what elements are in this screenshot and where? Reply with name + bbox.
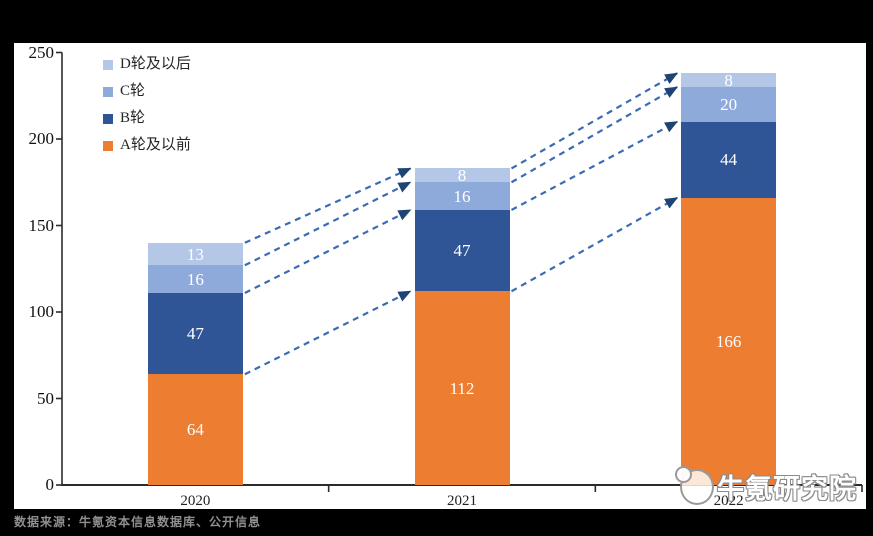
connector-arrow xyxy=(510,120,679,211)
y-tick-label: 150 xyxy=(28,215,55,235)
bar-segment-2021-D轮及以后: 8 xyxy=(414,165,510,185)
y-tick-label: 250 xyxy=(28,42,55,62)
source-note: 数据来源：牛氪资本信息数据库、公开信息 xyxy=(14,515,262,529)
chart-legend: D轮及以后 C轮 B轮 A轮及以前 xyxy=(103,51,191,159)
connector-arrow xyxy=(510,86,679,184)
bar-segment-2021-C轮: 16 xyxy=(414,182,510,210)
legend-item-A轮及以前: A轮及以前 xyxy=(103,132,191,159)
bar-segment-2020-A轮及以前: 64 xyxy=(147,374,243,485)
segment-value-label: 16 xyxy=(186,269,204,289)
legend-item-B轮: B轮 xyxy=(103,105,191,132)
bar-segment-2022-C轮: 20 xyxy=(681,87,777,122)
segment-value-label: 8 xyxy=(724,70,733,90)
x-tick-label-2022: 2022 xyxy=(713,493,744,509)
y-tick-label: 100 xyxy=(28,302,55,321)
bar-segment-2022-A轮及以前: 166 xyxy=(681,197,777,485)
bar-segment-2020-B轮: 47 xyxy=(147,292,243,375)
y-tick-label: 50 xyxy=(37,388,54,408)
legend-label: C轮 xyxy=(120,83,146,99)
legend-item-C轮: C轮 xyxy=(103,78,191,105)
legend-swatch-icon xyxy=(103,140,113,151)
connector-arrow xyxy=(244,208,412,294)
legend-swatch-icon xyxy=(103,113,113,124)
legend-swatch-icon xyxy=(103,59,113,70)
bar-segment-2021-A轮及以前: 112 xyxy=(414,291,510,485)
segment-value-label: 13 xyxy=(186,244,204,264)
connector-arrow xyxy=(244,181,412,267)
y-tick-label: 0 xyxy=(45,475,55,494)
legend-label: B轮 xyxy=(120,110,146,126)
bar-segment-2020-C轮: 16 xyxy=(147,265,243,293)
segment-value-label: 8 xyxy=(457,165,467,185)
segment-value-label: 44 xyxy=(720,150,738,170)
watermark-text: 牛氪研究院 xyxy=(717,474,857,504)
watermark: 牛氪研究院 xyxy=(675,465,857,506)
y-tick-label: 200 xyxy=(28,129,55,148)
legend-item-D轮及以后: D轮及以后 xyxy=(103,51,191,78)
segment-value-label: 20 xyxy=(720,94,738,114)
x-tick-label-2020: 2020 xyxy=(180,493,211,509)
segment-value-label: 16 xyxy=(453,186,471,206)
legend-swatch-icon xyxy=(103,86,113,97)
legend-label: A轮及以前 xyxy=(120,137,191,153)
bar-segment-2020-D轮及以后: 13 xyxy=(147,242,243,266)
segment-value-label: 166 xyxy=(715,331,742,351)
segment-value-label: 47 xyxy=(453,241,471,261)
segment-value-label: 112 xyxy=(449,378,475,398)
connector-arrow xyxy=(510,72,679,170)
segment-value-label: 47 xyxy=(186,324,204,344)
chart-axes-and-arrows xyxy=(56,51,863,492)
bar-segment-2022-B轮: 44 xyxy=(681,121,777,198)
x-tick-label-2021: 2021 xyxy=(447,493,477,509)
connector-arrow xyxy=(510,196,679,293)
bar-segment-2021-B轮: 47 xyxy=(414,209,510,292)
segment-value-label: 64 xyxy=(186,420,204,440)
connector-arrow xyxy=(244,290,412,376)
chart-canvas: 64 47 16 13 112 47 16 8 166 44 20 8 0 50 100 150 200 250… xyxy=(14,43,866,509)
legend-label: D轮及以后 xyxy=(120,56,191,72)
watermark-logo-icon xyxy=(675,465,714,505)
bar-segment-2022-D轮及以后: 8 xyxy=(681,70,777,90)
connector-arrow xyxy=(244,167,412,244)
